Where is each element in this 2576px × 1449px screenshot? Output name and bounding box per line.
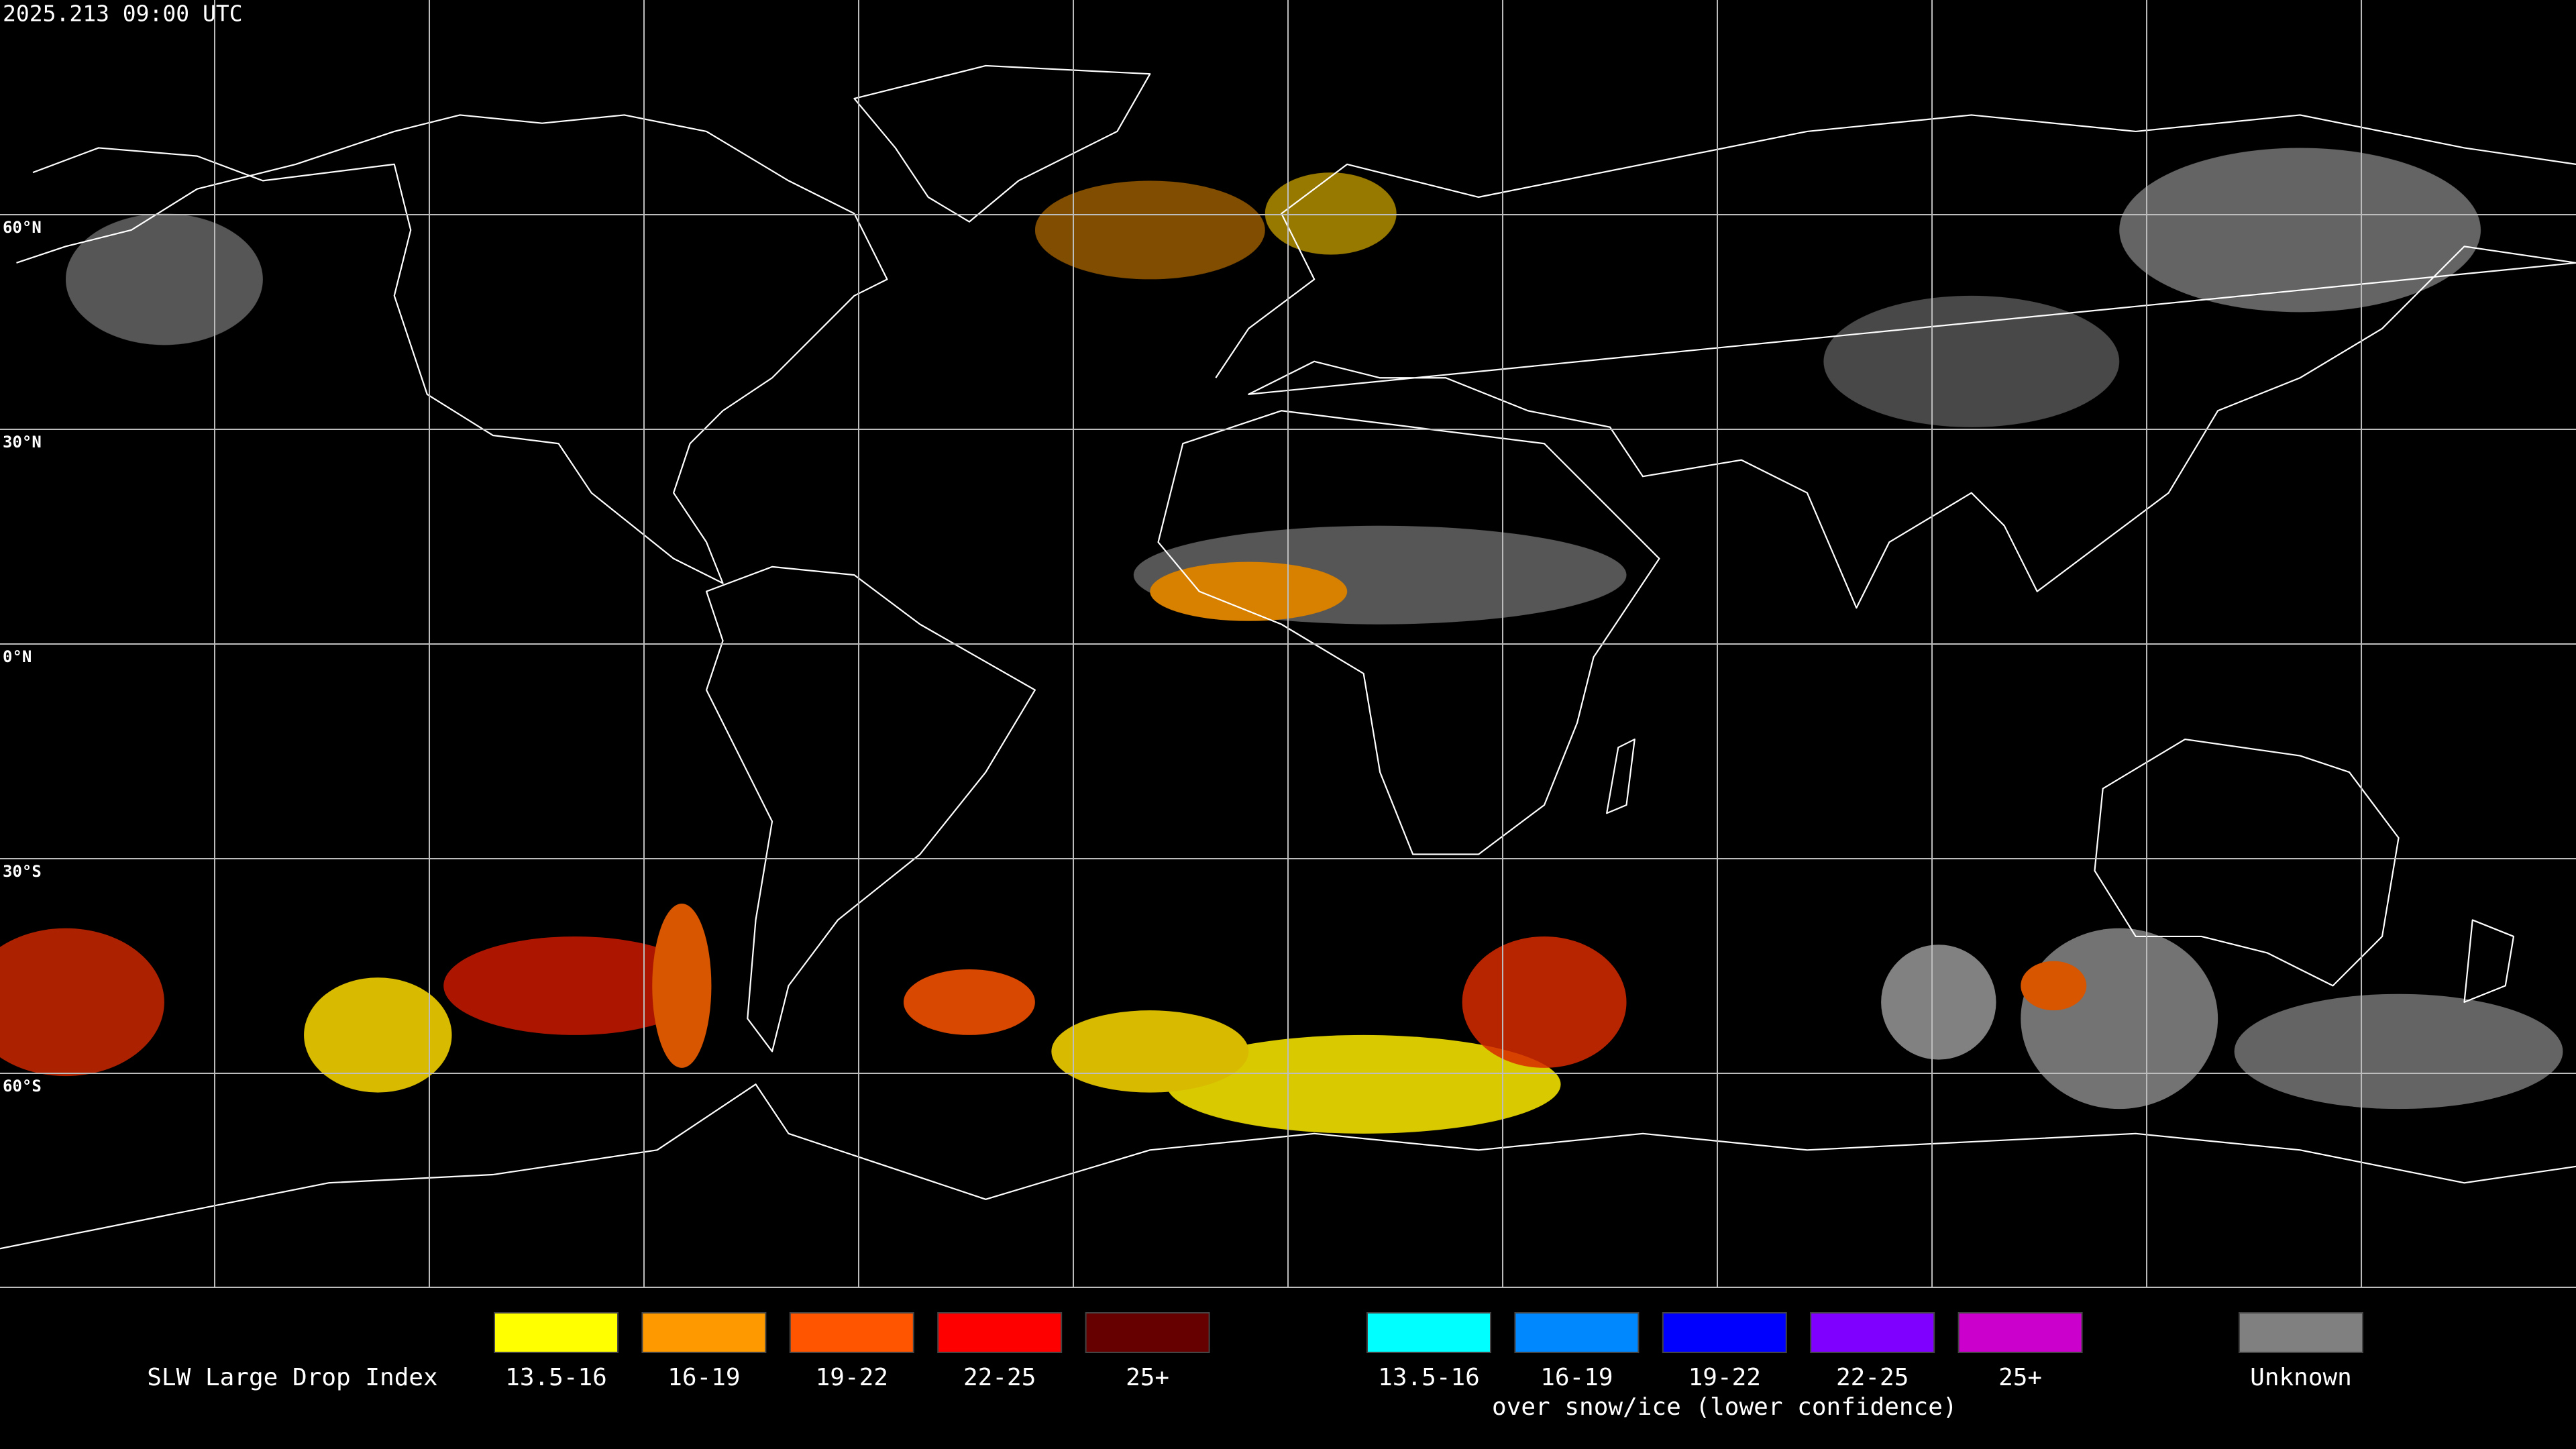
- legend-label: 22-25: [1836, 1364, 1909, 1391]
- legend-label: 25+: [1126, 1364, 1169, 1391]
- timestamp: 2025.213 09:00 UTC: [3, 1, 243, 27]
- map-border: [0, 1287, 2576, 1288]
- latitude-labels: 60°N 30°N 0°N 30°S 60°S: [3, 218, 42, 1095]
- legend-swatch: [937, 1312, 1063, 1353]
- legend-swatch: [1514, 1312, 1640, 1353]
- latitude-label: 60°S: [3, 1077, 42, 1095]
- legend-note: over snow/ice (lower confidence): [1492, 1393, 1957, 1421]
- latitude-label: 60°N: [3, 218, 42, 237]
- legend: SLW Large Drop Index 13.5-16 16-19 19-22 22…: [147, 1312, 2363, 1421]
- legend-label: 16-19: [1540, 1364, 1613, 1391]
- legend-title: SLW Large Drop Index: [147, 1364, 437, 1391]
- latitude-label: 0°N: [3, 647, 32, 666]
- legend-label: 19-22: [816, 1364, 888, 1391]
- legend-swatch: [494, 1312, 619, 1353]
- legend-swatch: [1085, 1312, 1210, 1353]
- latitude-label: 30°N: [3, 433, 42, 451]
- legend-swatch: [789, 1312, 914, 1353]
- legend-swatch: [641, 1312, 767, 1353]
- legend-label: 13.5-16: [505, 1364, 607, 1391]
- legend-swatch: [1810, 1312, 1935, 1353]
- legend-swatch: [1662, 1312, 1787, 1353]
- latitude-label: 30°S: [3, 862, 42, 881]
- coastlines: [0, 66, 2576, 1248]
- legend-swatch: [1957, 1312, 2083, 1353]
- legend-label: 22-25: [963, 1364, 1036, 1391]
- legend-label: 25+: [1998, 1364, 2042, 1391]
- graticule: [0, 0, 2576, 1288]
- legend-label: Unknown: [2250, 1364, 2352, 1391]
- legend-swatch: [2239, 1312, 2363, 1353]
- legend-label: 19-22: [1688, 1364, 1761, 1391]
- legend-label: 13.5-16: [1378, 1364, 1480, 1391]
- legend-label: 16-19: [667, 1364, 740, 1391]
- map: [0, 0, 2576, 1288]
- cloud-patches: [0, 148, 2563, 1134]
- legend-swatch: [1366, 1312, 1491, 1353]
